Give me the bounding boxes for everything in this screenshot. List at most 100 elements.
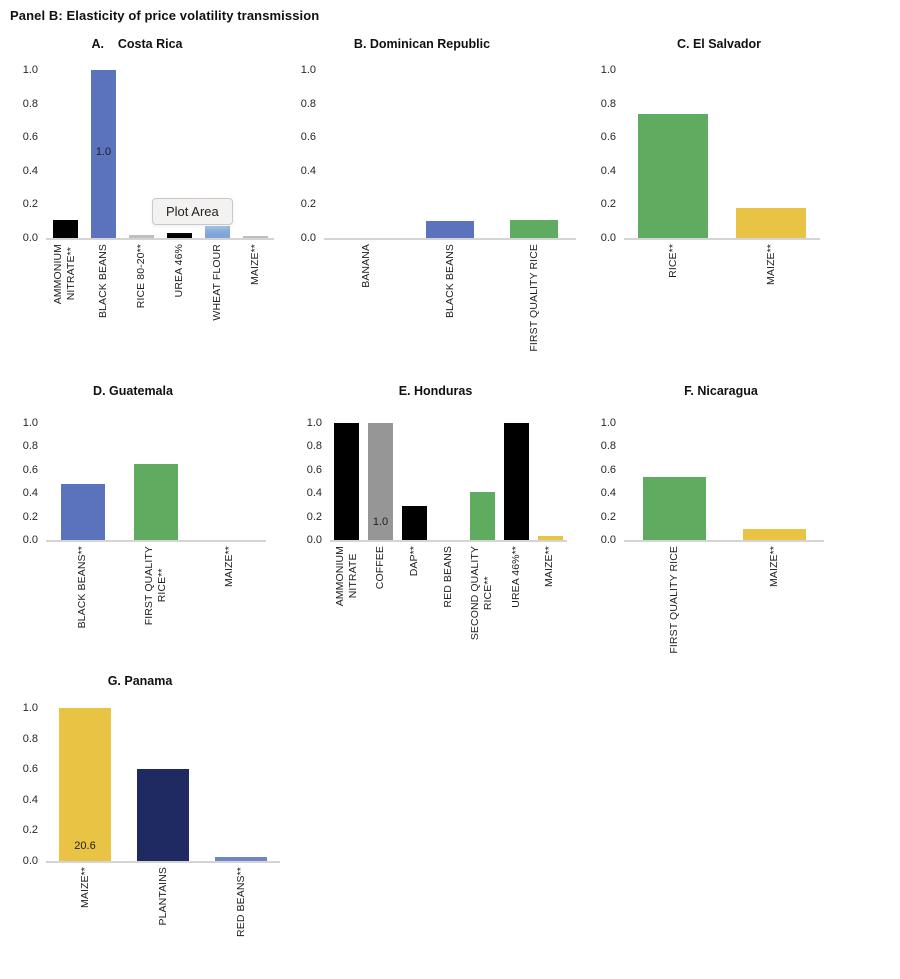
y-tick-label: 0.4 [22,165,38,177]
x-tick-slot: SECOND QUALITY RICE** [465,546,499,640]
x-tick-slot: MAIZE** [193,546,266,587]
plot-area[interactable] [324,70,576,240]
bar-black-beans[interactable] [61,484,105,540]
chart-title[interactable]: F. Nicaragua [684,384,758,398]
y-tick-label: 0.2 [600,511,616,523]
chart-title[interactable]: C. El Salvador [676,37,762,51]
y-axis: 1.0 0.8 0.6 0.4 0.2 0.0 [0,417,46,546]
y-axis: 1.0 0.8 0.6 0.4 0.2 0.0 [290,64,324,244]
chart-honduras: E. Honduras 1.0 0.8 0.6 0.4 0.2 0.0 1.0 AMMONIUM… [290,383,567,640]
plot-area[interactable] [624,423,824,542]
chart-title[interactable]: D. Guatemala [93,384,173,398]
bar-black-beans[interactable]: 1.0 [91,70,116,238]
bar-wheat-flour[interactable] [205,226,230,238]
bar-data-label: 1.0 [95,146,112,158]
x-tick-slot: AMMONIUM NITRATE** [46,244,84,304]
y-tick-label: 0.4 [306,487,322,499]
bar-black-beans[interactable] [426,221,474,238]
y-tick-label: 0.0 [306,534,322,546]
x-tick-slot: MAIZE** [46,867,124,908]
bar-maize[interactable]: 20.6 [59,708,111,861]
bar-first-quality-rice[interactable] [134,464,178,540]
x-tick-label: MAIZE** [764,244,777,285]
y-tick-label: 0.0 [600,232,616,244]
plot-area[interactable]: 20.6 [46,708,280,863]
bar-maize[interactable] [243,236,268,238]
y-tick-label: 0.2 [306,511,322,523]
plot-area[interactable] [624,70,820,240]
y-tick-label: 0.8 [22,733,38,745]
x-tick-slot: WHEAT FLOUR [198,244,236,321]
chart-body: 1.0 0.8 0.6 0.4 0.2 0.0 [590,64,820,244]
y-axis: 1.0 0.8 0.6 0.4 0.2 0.0 [590,64,624,244]
x-axis: RICE** MAIZE** [624,244,820,374]
x-tick-label: MAIZE** [222,546,235,587]
y-tick-label: 0.4 [600,487,616,499]
plot-area[interactable] [46,423,266,542]
chart-title[interactable]: A. Costa Rica [91,37,183,51]
bar-urea-46[interactable] [167,233,192,238]
x-tick-slot: COFFEE [364,546,398,589]
chart-body: 1.0 0.8 0.6 0.4 0.2 0.0 [290,64,576,244]
x-tick-label: RED BEANS** [234,867,247,937]
bar-red-beans[interactable] [215,857,267,861]
x-axis: BANANA BLACK BEANS FIRST QUALITY RICE [324,244,576,374]
x-tick-label: MAIZE** [248,244,261,285]
y-tick-label: 0.8 [22,440,38,452]
y-tick-label: 0.2 [22,824,38,836]
chart-title[interactable]: E. Honduras [398,384,473,398]
x-tick-label: RED BEANS [441,546,454,608]
x-tick-slot: FIRST QUALITY RICE** [119,546,192,625]
x-tick-label: FIRST QUALITY RICE [667,546,680,654]
y-tick-label: 0.4 [22,487,38,499]
bar-ammonium-nitrate[interactable] [334,423,359,540]
bar-maize[interactable] [538,536,563,540]
x-tick-label: RICE 80-20** [134,244,147,309]
chart-body: 1.0 0.8 0.6 0.4 0.2 0.0 1.0 [290,417,567,546]
bar-coffee[interactable]: 1.0 [368,423,393,540]
x-tick-slot: RED BEANS [432,546,466,608]
x-tick-label: MAIZE** [767,546,780,587]
x-axis: AMMONIUM NITRATE** BLACK BEANS RICE 80-20*… [46,244,274,374]
bar-second-quality-rice[interactable] [470,492,495,540]
x-tick-slot: MAIZE** [722,244,820,285]
x-tick-label: AMMONIUM NITRATE [333,546,359,607]
x-tick-slot: BLACK BEANS [84,244,122,318]
bar-maize[interactable] [736,208,806,238]
y-tick-label: 0.0 [22,855,38,867]
y-tick-label: 0.2 [300,198,316,210]
plot-area[interactable]: 1.0 [330,423,567,542]
bar-rice-80-20[interactable] [129,235,154,238]
x-tick-slot: FIRST QUALITY RICE [624,546,724,654]
x-tick-slot: FIRST QUALITY RICE [492,244,576,352]
y-tick-label: 0.8 [306,440,322,452]
bar-dap[interactable] [402,506,427,540]
x-tick-slot: MAIZE** [724,546,824,587]
bar-ammonium-nitrate[interactable] [53,220,78,238]
chart-nicaragua: F. Nicaragua 1.0 0.8 0.6 0.4 0.2 0.0 FIRST QUAL… [590,383,824,654]
x-tick-label: WHEAT FLOUR [210,244,223,321]
x-tick-slot: BANANA [324,244,408,288]
bar-first-quality-rice[interactable] [510,220,558,238]
bar-plantains[interactable] [137,769,189,861]
bar-rice[interactable] [638,114,708,238]
chart-body: 1.0 0.8 0.6 0.4 0.2 0.0 20.6 [0,702,280,867]
bar-maize[interactable] [743,529,806,540]
x-tick-label: BLACK BEANS [443,244,456,319]
chart-title[interactable]: G. Panama [107,674,173,688]
chart-dominican-republic: B. Dominican Republic 1.0 0.8 0.6 0.4 0.2 0.0 B… [290,36,576,352]
y-tick-label: 0.6 [306,464,322,476]
chart-title[interactable]: B. Dominican Republic [353,37,491,51]
bar-first-quality-rice[interactable] [643,477,706,540]
chart-guatemala: D. Guatemala 1.0 0.8 0.6 0.4 0.2 0.0 BLACK BEAN… [0,383,266,628]
y-tick-label: 1.0 [22,702,38,714]
bar-urea-46[interactable] [504,423,529,540]
chart-panama: G. Panama 1.0 0.8 0.6 0.4 0.2 0.0 20.6 MAIZE** PL… [0,673,280,937]
y-tick-label: 0.0 [22,232,38,244]
x-tick-label: DAP** [408,546,421,577]
x-axis: AMMONIUM NITRATE COFFEE DAP** RED BEANS SECO… [330,546,567,668]
y-tick-label: 1.0 [306,417,322,429]
y-tick-label: 0.4 [600,165,616,177]
plot-area[interactable]: 1.0 [46,70,274,240]
